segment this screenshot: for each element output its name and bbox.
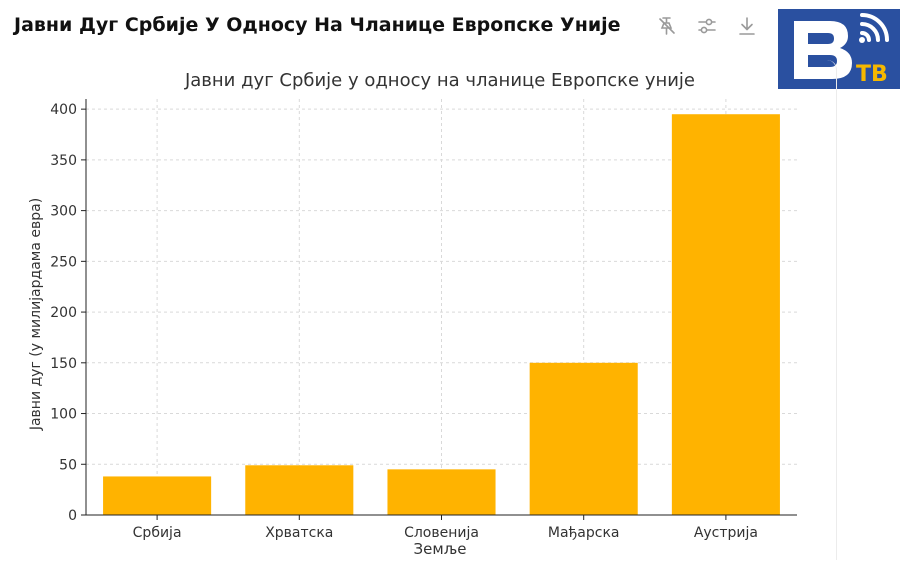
logo-image: TB [778, 9, 900, 89]
pin-off-button[interactable] [652, 12, 682, 40]
x-tick-label: Хрватска [265, 525, 333, 541]
wireless-dot [859, 37, 865, 43]
x-tick-label: Аустрија [694, 525, 758, 541]
y-tick-label: 350 [50, 153, 77, 169]
y-tick-label: 400 [50, 102, 77, 118]
chart-title: Јавни дуг Србије у односу на чланице Евр… [184, 70, 695, 91]
header: Јавни Дуг Србије У Односу На Чланице Евр… [0, 0, 900, 60]
y-tick-label: 100 [50, 407, 77, 423]
download-icon [739, 17, 755, 35]
bar-4 [529, 362, 638, 515]
y-tick-label: 300 [50, 204, 77, 220]
x-tick-label: Мађарска [548, 525, 620, 541]
page-title: Јавни Дуг Србије У Односу На Чланице Евр… [14, 14, 621, 36]
bar-5 [671, 114, 780, 515]
bar-1 [103, 476, 212, 515]
x-tick-label: Словенија [404, 525, 479, 541]
bar-2 [245, 465, 354, 515]
y-ticks: 0 50 100 150 200 250 300 350 400 [50, 102, 86, 524]
x-axis-label: Земље [414, 540, 467, 558]
y-tick-label: 200 [50, 305, 77, 321]
x-tick-label: Србија [133, 525, 182, 541]
pin-off-icon [659, 17, 675, 35]
logo-letter-b [794, 21, 852, 79]
bar-chart: Јавни дуг Србије у односу на чланице Евр… [28, 70, 797, 558]
y-tick-label: 50 [59, 457, 77, 473]
filter-settings-button[interactable] [692, 12, 722, 40]
bar-3 [387, 469, 496, 515]
y-tick-label: 150 [50, 356, 77, 372]
download-button[interactable] [732, 12, 762, 40]
y-tick-label: 250 [50, 254, 77, 270]
wireless-icon [860, 13, 889, 42]
sliders-icon [698, 18, 716, 34]
channel-logo: TB [778, 9, 900, 89]
toolbar [652, 12, 762, 40]
chart-card: Јавни дуг Србије у односу на чланице Евр… [0, 60, 837, 560]
logo-text: TB [856, 62, 888, 87]
y-axis-label: Јавни дуг (у милијардама евра) [28, 198, 44, 431]
x-ticks: Србија Хрватска Словенија Мађарска Аустрија [133, 515, 758, 541]
y-tick-label: 0 [68, 508, 77, 524]
bars [103, 114, 780, 515]
